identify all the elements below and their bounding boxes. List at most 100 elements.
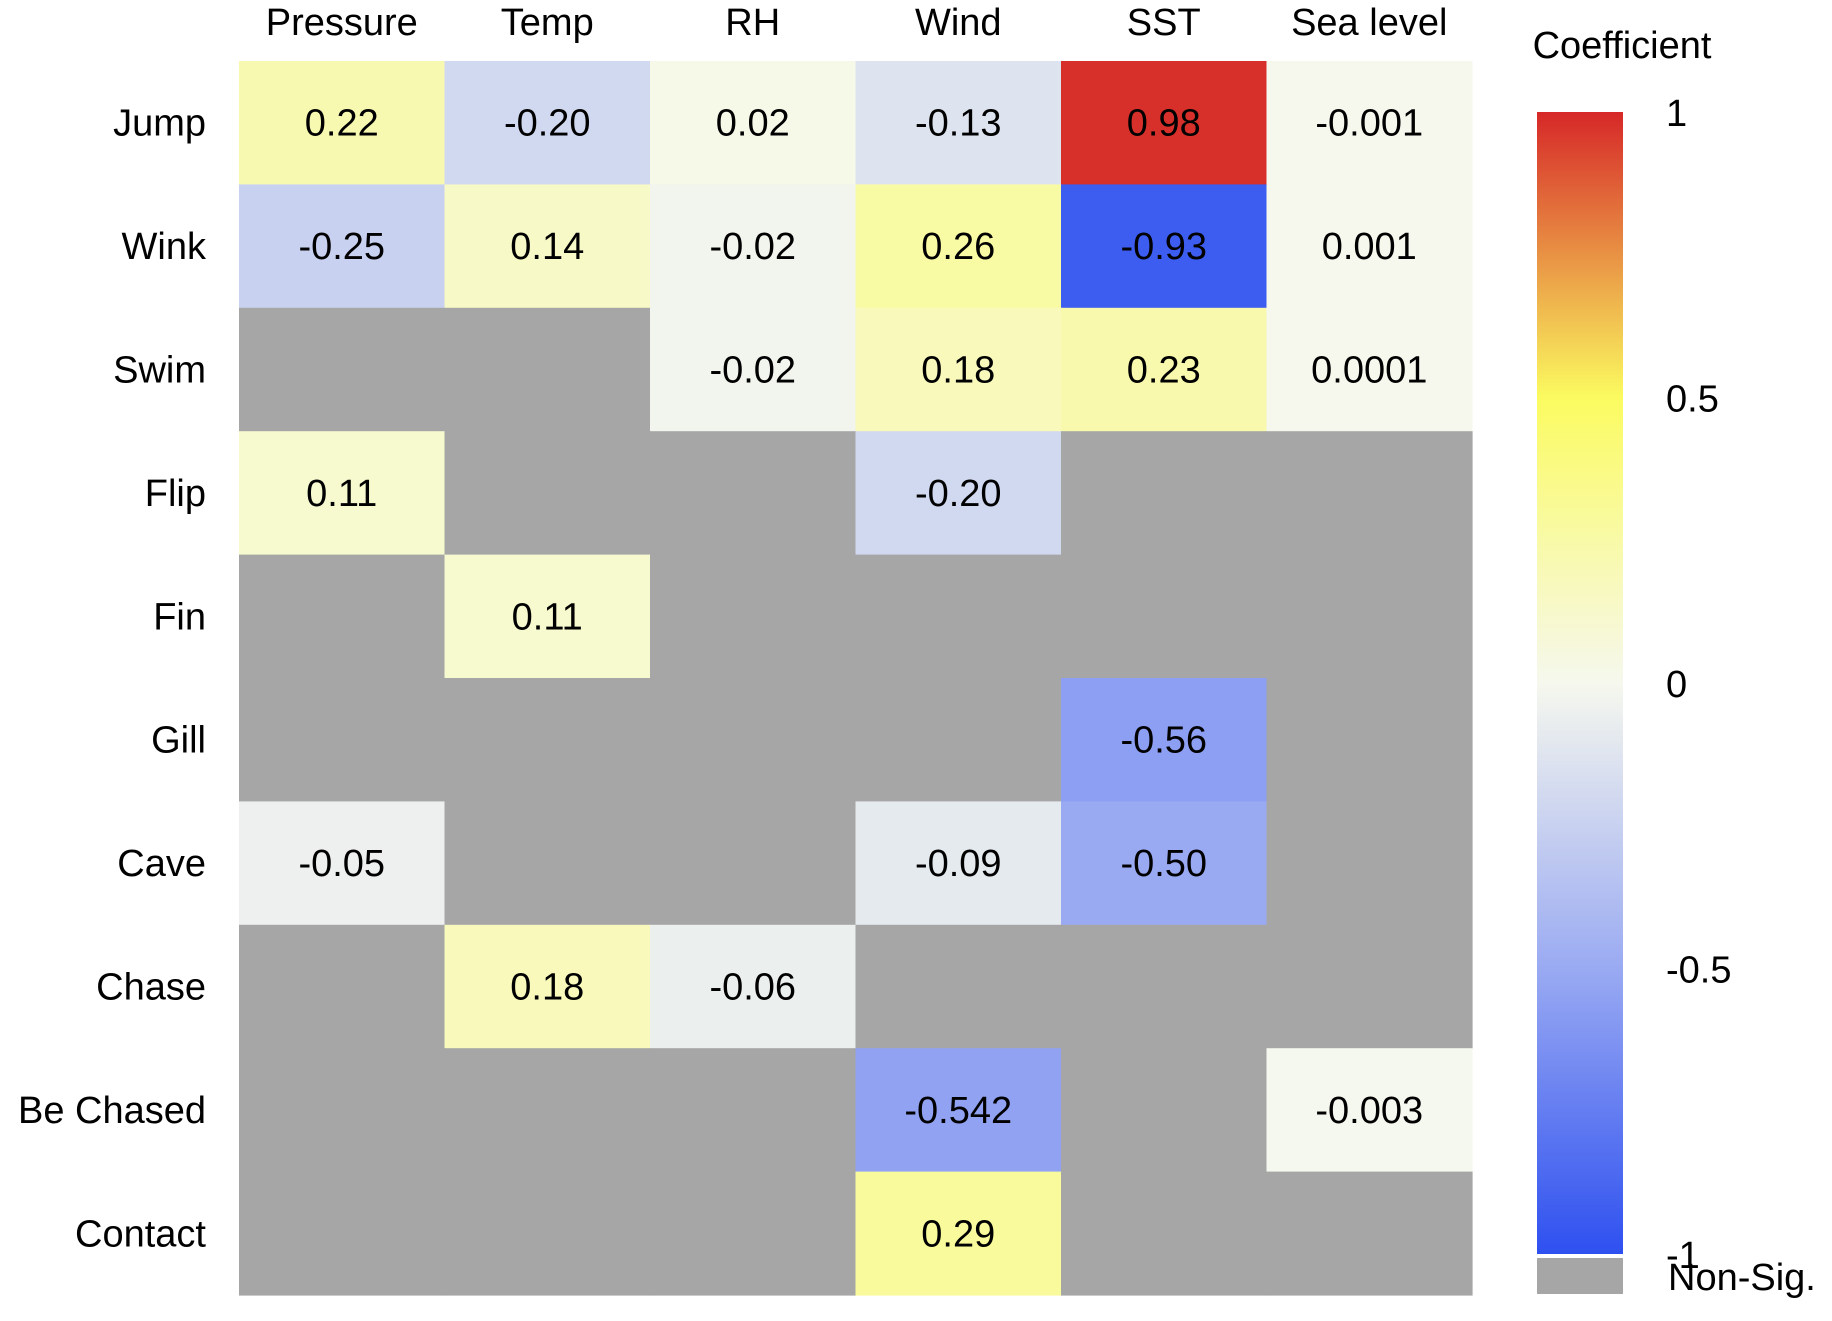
cell-value-jump-temp: -0.20 — [504, 103, 591, 145]
cell-cave-pressure — [239, 801, 446, 926]
cell-contact-wind — [855, 1171, 1062, 1296]
cell-value-contact-wind: 0.29 — [921, 1213, 995, 1255]
cell-contact-pressure — [239, 1171, 446, 1296]
cell-value-cave-pressure: -0.05 — [298, 843, 385, 885]
cell-wink-sea-level — [1266, 184, 1473, 309]
column-label-pressure: Pressure — [266, 2, 418, 44]
row-label-gill: Gill — [151, 720, 206, 762]
cell-value-cave-wind: -0.09 — [915, 843, 1002, 885]
cell-value-swim-wind: 0.18 — [921, 350, 995, 392]
cell-swim-pressure — [239, 307, 446, 432]
cell-wink-temp — [444, 184, 651, 309]
cell-wink-sst — [1061, 184, 1268, 309]
cell-value-wink-temp: 0.14 — [510, 226, 584, 268]
cell-value-jump-sea-level: -0.001 — [1315, 103, 1423, 145]
cell-gill-rh — [650, 678, 857, 802]
cell-value-wink-sst: -0.93 — [1120, 226, 1207, 268]
legend-color-bar — [1537, 112, 1623, 1254]
cell-value-swim-sst: 0.23 — [1127, 350, 1201, 392]
cell-jump-sst — [1061, 61, 1268, 185]
cell-flip-sea-level — [1266, 431, 1473, 556]
cell-value-jump-rh: 0.02 — [716, 103, 790, 145]
cell-swim-temp — [444, 307, 651, 432]
cell-swim-sst — [1061, 307, 1268, 432]
cell-gill-pressure — [239, 678, 446, 802]
cell-flip-pressure — [239, 431, 446, 556]
cell-flip-wind — [855, 431, 1062, 556]
cell-value-jump-sst: 0.98 — [1127, 103, 1201, 145]
cell-cave-temp — [444, 801, 651, 926]
cell-cave-wind — [855, 801, 1062, 926]
cell-value-chase-rh: -0.06 — [709, 967, 796, 1009]
cell-be-chased-sea-level — [1266, 1048, 1473, 1173]
legend-tick-label: 0.5 — [1666, 379, 1719, 421]
cell-gill-wind — [855, 678, 1062, 802]
cell-value-jump-wind: -0.13 — [915, 103, 1002, 145]
row-label-jump: Jump — [113, 103, 206, 145]
cell-be-chased-wind — [855, 1048, 1062, 1173]
legend-title: Coefficient — [1533, 25, 1712, 67]
cell-jump-pressure — [239, 61, 446, 185]
cell-jump-sea-level — [1266, 61, 1473, 185]
cell-fin-rh — [650, 554, 857, 679]
row-label-contact: Contact — [75, 1213, 206, 1255]
cell-jump-wind — [855, 61, 1062, 185]
row-labels: Jump Wink Swim Flip Fin Gill Cave Chase Be Chase… — [18, 103, 207, 1256]
cell-chase-pressure — [239, 924, 446, 1049]
legend-tick-label: -0.5 — [1666, 950, 1731, 992]
cell-fin-sea-level — [1266, 554, 1473, 679]
row-label-fin: Fin — [153, 596, 206, 638]
legend: Coefficient 1 0.5 0 -0.5 -1 Non-Sig. — [1533, 25, 1816, 1299]
column-label-wind: Wind — [915, 2, 1002, 44]
cell-value-be-chased-wind: -0.542 — [904, 1090, 1012, 1132]
row-label-be-chased: Be Chased — [18, 1090, 206, 1132]
cell-value-wink-pressure: -0.25 — [298, 226, 385, 268]
legend-ticks: 1 0.5 0 -0.5 -1 — [1666, 93, 1731, 1277]
cell-jump-rh — [650, 61, 857, 185]
heatmap-cells: 0.22 -0.20 0.02 -0.13 0.98 -0.001 -0.25 0.14 -0.… — [239, 61, 1473, 1296]
cell-flip-sst — [1061, 431, 1268, 556]
cell-value-jump-pressure: 0.22 — [305, 103, 379, 145]
cell-value-flip-pressure: 0.11 — [306, 473, 377, 515]
cell-value-gill-sst: -0.56 — [1120, 720, 1207, 762]
legend-non-sig-swatch — [1537, 1258, 1623, 1294]
cell-fin-pressure — [239, 554, 446, 679]
cell-gill-sst — [1061, 678, 1268, 802]
cell-swim-wind — [855, 307, 1062, 432]
column-labels: Pressure Temp RH Wind SST Sea level — [266, 2, 1448, 44]
cell-gill-temp — [444, 678, 651, 802]
cell-flip-temp — [444, 431, 651, 556]
cell-contact-rh — [650, 1171, 857, 1296]
row-label-flip: Flip — [145, 473, 206, 515]
legend-tick-label: 1 — [1666, 93, 1687, 135]
cell-chase-sst — [1061, 924, 1268, 1049]
column-label-temp: Temp — [501, 2, 594, 44]
cell-wink-rh — [650, 184, 857, 309]
column-label-sst: SST — [1127, 2, 1201, 44]
legend-tick-label: -1 — [1666, 1235, 1700, 1277]
cell-be-chased-sst — [1061, 1048, 1268, 1173]
column-label-sea-level: Sea level — [1291, 2, 1447, 44]
cell-be-chased-rh — [650, 1048, 857, 1173]
column-label-rh: RH — [725, 2, 780, 44]
cell-swim-rh — [650, 307, 857, 432]
cell-value-wink-wind: 0.26 — [921, 226, 995, 268]
legend-tick-label: 0 — [1666, 664, 1687, 706]
cell-value-chase-temp: 0.18 — [510, 967, 584, 1009]
cell-contact-sea-level — [1266, 1171, 1473, 1296]
cell-wink-pressure — [239, 184, 446, 309]
cell-value-flip-wind: -0.20 — [915, 473, 1002, 515]
cell-value-wink-rh: -0.02 — [709, 226, 796, 268]
cell-chase-wind — [855, 924, 1062, 1049]
cell-value-swim-rh: -0.02 — [709, 350, 796, 392]
row-label-swim: Swim — [113, 350, 206, 392]
cell-chase-temp — [444, 924, 651, 1049]
cell-value-be-chased-sea-level: -0.003 — [1315, 1090, 1423, 1132]
cell-value-wink-sea-level: 0.001 — [1322, 226, 1417, 268]
cell-fin-temp — [444, 554, 651, 679]
cell-be-chased-pressure — [239, 1048, 446, 1173]
cell-cave-sea-level — [1266, 801, 1473, 926]
cell-contact-sst — [1061, 1171, 1268, 1296]
cell-cave-sst — [1061, 801, 1268, 926]
